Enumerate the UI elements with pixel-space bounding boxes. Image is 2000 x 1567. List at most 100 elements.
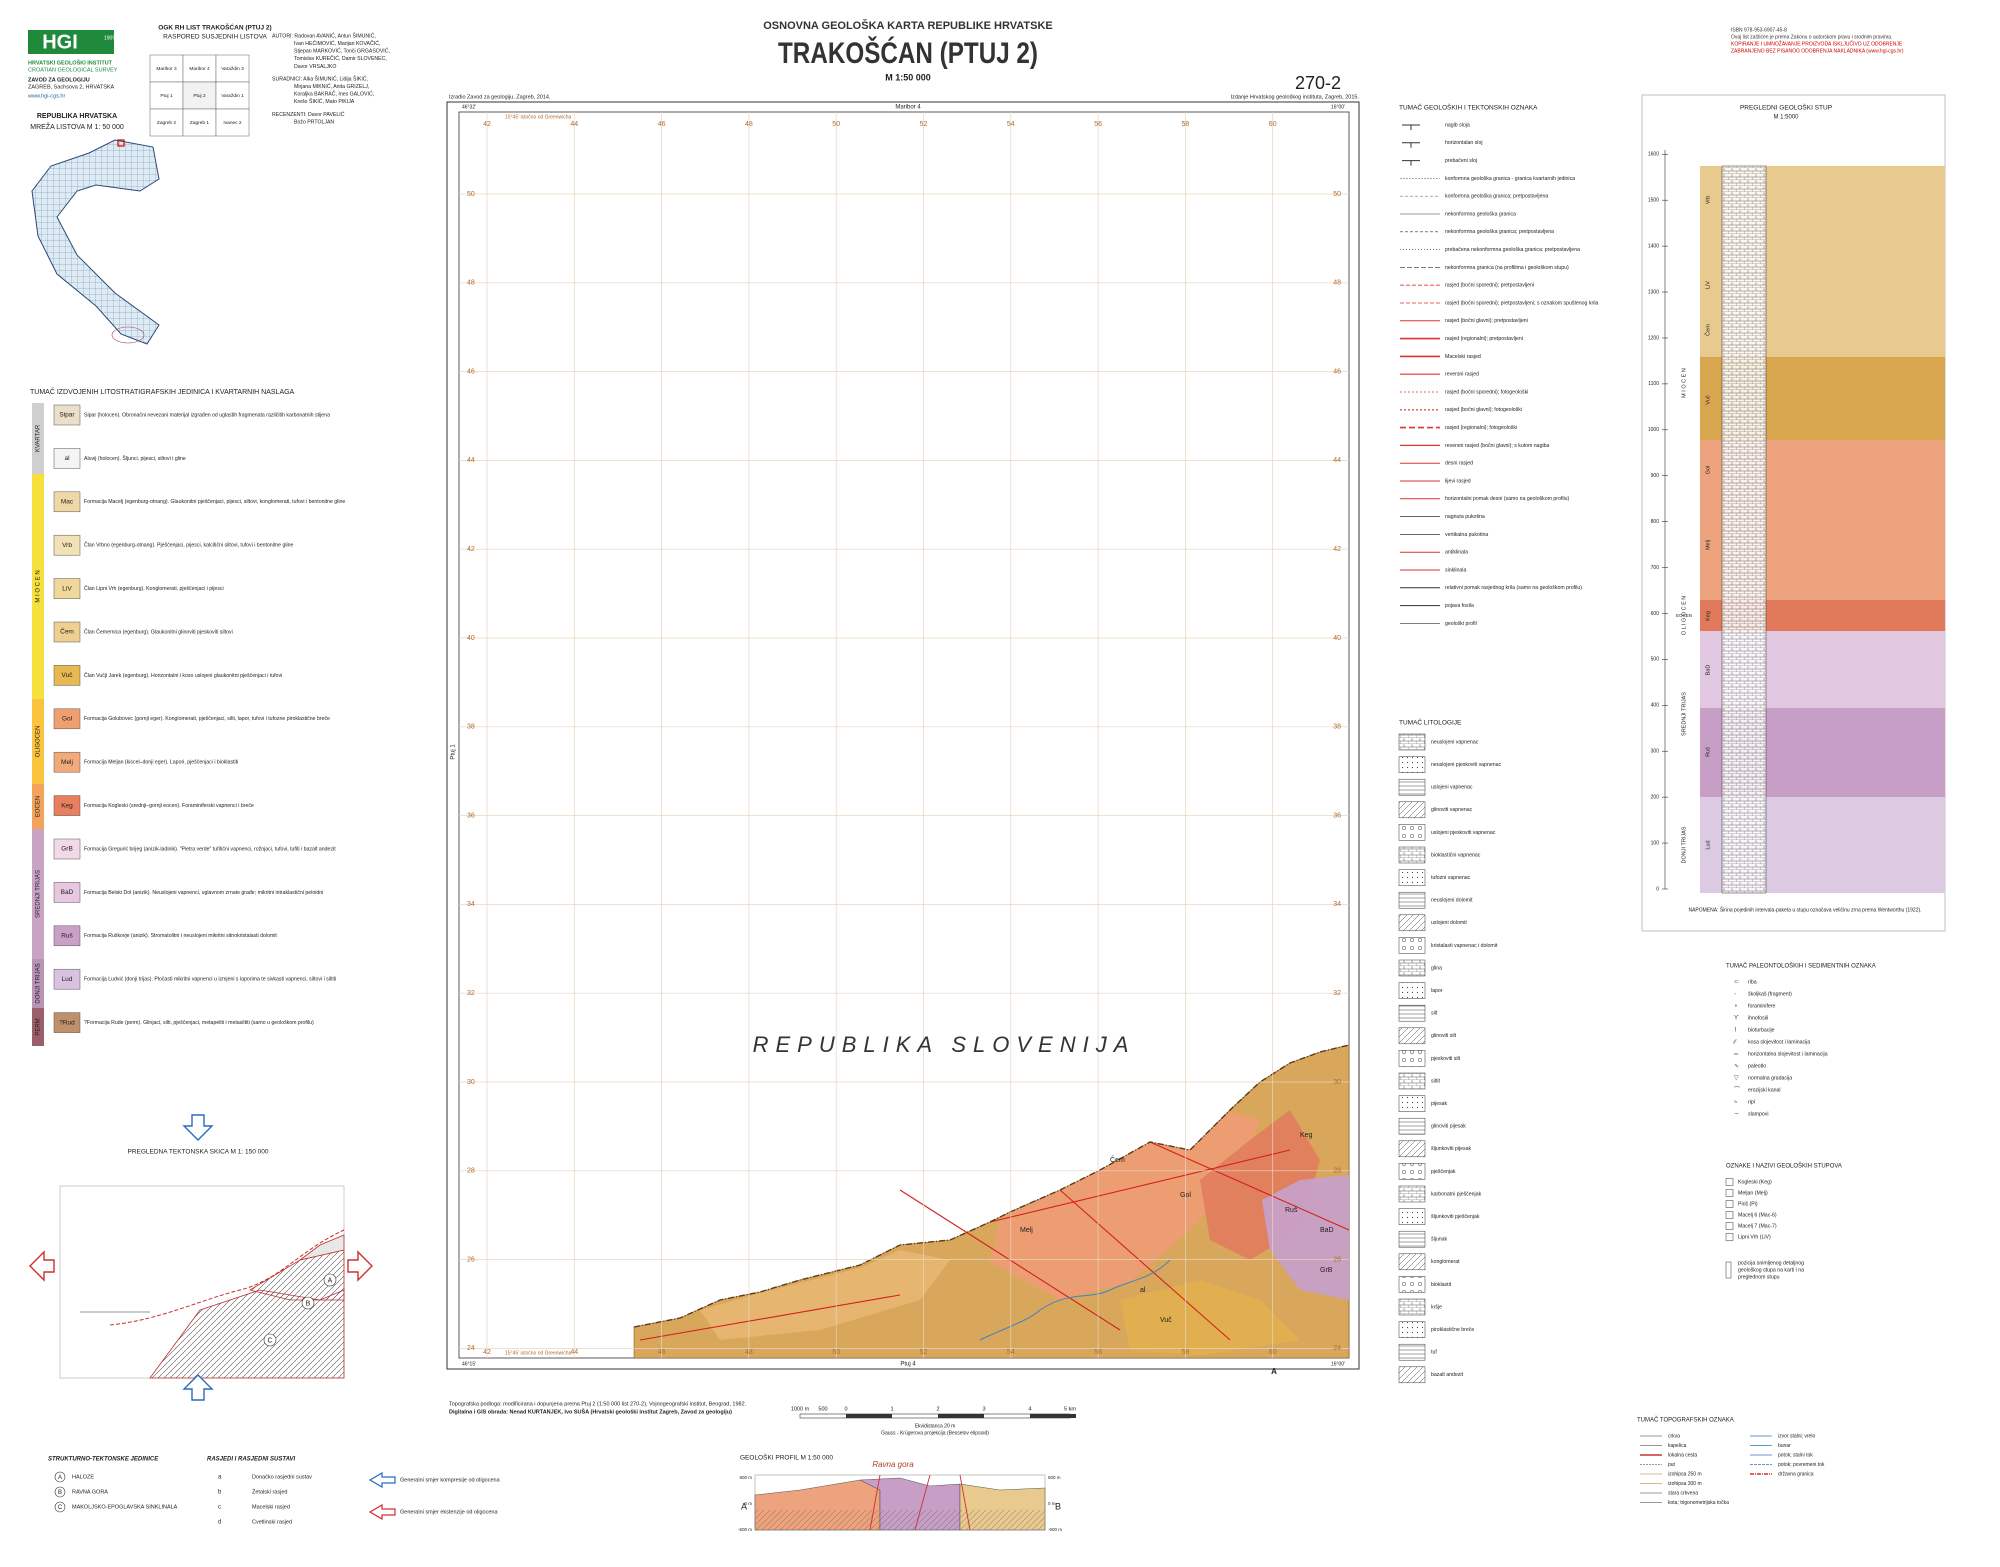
column-unit: Vrb bbox=[1705, 196, 1711, 204]
lithology-swatch bbox=[1398, 1027, 1426, 1045]
meridian-note: 15°45' istočno od Greenwicha bbox=[505, 114, 572, 120]
symbol-description: geološki profil bbox=[1445, 621, 1477, 627]
map-note: Izdanje Hrvatskog geološkog instituta, Z… bbox=[1231, 94, 1360, 100]
institute-en: CROATIAN GEOLOGICAL SURVEY bbox=[28, 67, 118, 73]
legend-title: TUMAČ IZDVOJENIH LITOSTRATIGRAFSKIH JEDI… bbox=[30, 387, 295, 396]
profile-name: Ravna gora bbox=[872, 1460, 914, 1469]
river bbox=[979, 1259, 1171, 1341]
unit-key-circle bbox=[54, 1501, 66, 1513]
grid-label: 28 bbox=[1333, 1168, 1341, 1175]
column-depth: 900 bbox=[1651, 473, 1660, 479]
lithology-name: pjeskoviti silt bbox=[1431, 1056, 1461, 1062]
isbn-line: KOPIRANJE I UMNOŽAVANJE PROIZVODA ISKLJU… bbox=[1731, 39, 1903, 47]
unit-swatch bbox=[53, 448, 81, 469]
unit-description: Formacija Ruškovje (anizik). Stromatolit… bbox=[84, 933, 277, 939]
lithology-swatch bbox=[1398, 733, 1426, 751]
symbol-description: rasjed (regionalni); fotogeološki bbox=[1445, 425, 1517, 431]
column-depth: 100 bbox=[1651, 840, 1660, 846]
paleo-name: normalna gradacija bbox=[1748, 1075, 1792, 1081]
unit-description: Formacija Kogleski (srednji–gornji eocen… bbox=[84, 803, 254, 809]
column-depth: 700 bbox=[1651, 565, 1660, 571]
map-unit-label: Melj bbox=[1020, 1227, 1033, 1234]
topo-name: kota; trigonometrijska točka bbox=[1668, 1500, 1729, 1506]
unit-swatch bbox=[53, 968, 81, 990]
unit-swatch bbox=[53, 751, 81, 773]
profile-height: 0 m bbox=[1048, 1501, 1056, 1506]
grid-label: 48 bbox=[1333, 280, 1341, 287]
map-unit-label: GrB bbox=[1320, 1267, 1333, 1274]
unit-code: Mac bbox=[61, 499, 74, 506]
neighbor-label: Maribor 3 bbox=[156, 66, 177, 72]
topo-name: put bbox=[1668, 1462, 1676, 1468]
topo-name: izohipsa 300 m bbox=[1668, 1481, 1702, 1487]
unit-description: Sipar (holocen). Obronačni nevezani mate… bbox=[84, 412, 330, 418]
grid-label: 54 bbox=[1007, 121, 1015, 128]
age-band bbox=[32, 403, 44, 474]
lithology-swatch bbox=[1398, 1298, 1426, 1316]
department: ZAVOD ZA GEOLOGIJU bbox=[28, 77, 90, 83]
grid-label: 42 bbox=[483, 121, 491, 128]
lithology-name: šljunkoviti pijesak bbox=[1431, 1146, 1471, 1152]
grid-label: 40 bbox=[467, 635, 475, 642]
scale-label: 0 bbox=[844, 1406, 847, 1412]
profile-height: -500 m bbox=[738, 1527, 752, 1532]
age-band bbox=[32, 959, 44, 1008]
grid-label: 46 bbox=[1333, 368, 1341, 375]
topo-name: lokalna cesta bbox=[1668, 1452, 1697, 1458]
lithology-name: bazalt andezit bbox=[1431, 1372, 1464, 1378]
corner-coord: 16°00' bbox=[1331, 1361, 1345, 1367]
profile-height: 500 m bbox=[739, 1475, 752, 1480]
symbol-description: pojava fosila bbox=[1445, 603, 1474, 609]
column-scale: M 1:5000 bbox=[1773, 115, 1799, 121]
scale-note: Ekvidistanca 20 m bbox=[915, 1423, 956, 1429]
section-name: Kogleski (Keg) bbox=[1738, 1179, 1772, 1185]
author-line: Koraljka BAKRAČ, Ines GALOVIĆ, bbox=[294, 91, 374, 98]
grid-label: 44 bbox=[1333, 457, 1341, 464]
symbol-description: nekonformna geološka granica; pretpostav… bbox=[1445, 229, 1554, 235]
lithology-name: uslojeni pjeskoviti vapnenac bbox=[1431, 830, 1496, 836]
fault-key: c bbox=[218, 1505, 221, 1511]
geology-melj bbox=[990, 1112, 1260, 1300]
grid-label: 24 bbox=[467, 1345, 475, 1352]
lithology-name: piroklastične breče bbox=[1431, 1327, 1474, 1333]
symbol-description: konformna geološka granica - granica kva… bbox=[1445, 176, 1575, 182]
legend-title: RASJEDI I RASJEDNI SUSTAVI bbox=[207, 1457, 295, 1463]
section-name: Lipni Vrh (LiV) bbox=[1738, 1234, 1771, 1240]
profile-lower bbox=[755, 1510, 1045, 1530]
lithology-name: neuslojeni vapnenac bbox=[1431, 739, 1479, 745]
scale-label: 4 bbox=[1028, 1406, 1031, 1412]
symbol-description: rasjed (bočni sporedni); pretpostavljeni… bbox=[1445, 300, 1599, 306]
scale-bar bbox=[799, 1413, 1071, 1419]
country-name: REPUBLIKA SLOVENIJA bbox=[753, 1032, 1136, 1057]
legend-title: TUMAČ TOPOGRAFSKIH OZNAKA bbox=[1637, 1417, 1734, 1424]
scale-bar-fill bbox=[938, 1414, 984, 1418]
grid-label: MREŽA LISTOVA M 1: 50 000 bbox=[30, 122, 124, 131]
symbol-description: lijevi rasjed bbox=[1445, 478, 1471, 484]
logo-year: 1909 bbox=[104, 35, 115, 41]
author-line: Stjepan MARKOVIĆ, Tonči GRGASOVIĆ, bbox=[294, 48, 390, 55]
section-note-symbol bbox=[1725, 1261, 1732, 1279]
column-depth: 1400 bbox=[1648, 243, 1659, 249]
lithology-swatch bbox=[1398, 869, 1426, 886]
sketch-unit-key: A bbox=[328, 1277, 333, 1284]
unit-key: B bbox=[58, 1490, 62, 1496]
grid-label: 42 bbox=[1333, 546, 1341, 553]
section-box bbox=[1725, 1200, 1734, 1208]
column-unit: Čem bbox=[1704, 324, 1711, 336]
paleo-symbol: ⊂ bbox=[1734, 980, 1739, 986]
lithology-name: šljunak bbox=[1431, 1237, 1448, 1243]
section-note: pozicija snimljenog detaljnog bbox=[1738, 1260, 1804, 1266]
age-label: SREDNJI TRIJAS bbox=[36, 870, 42, 918]
grid-label: 58 bbox=[1182, 1349, 1190, 1356]
column-unit: Lud bbox=[1705, 840, 1711, 849]
compression-arrow bbox=[182, 1114, 214, 1141]
paleo-name: riba bbox=[1748, 979, 1757, 985]
unit-description: Član Vrbno (egenburg-otnang). Pješčenjac… bbox=[84, 542, 294, 549]
topo-name: potok; povremeni tok bbox=[1778, 1462, 1825, 1468]
grid-label: 46 bbox=[467, 368, 475, 375]
unit-description: Član Čemernica (egenburg). Glaukonitni g… bbox=[84, 628, 233, 635]
legend-title: TUMAČ LITOLOGIJE bbox=[1399, 718, 1462, 727]
neighbor-cell bbox=[182, 108, 217, 137]
logo-text: HGI bbox=[42, 31, 78, 53]
section-box bbox=[1725, 1211, 1734, 1219]
